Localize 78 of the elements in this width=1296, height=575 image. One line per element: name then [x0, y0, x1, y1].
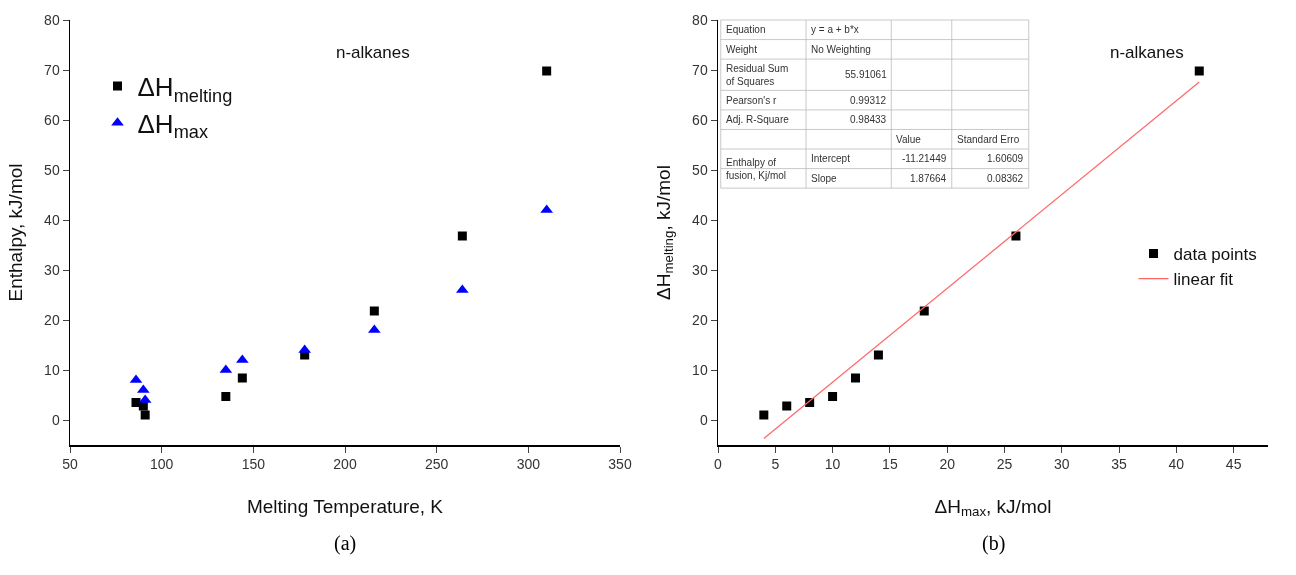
annotation: 1.60609: [987, 153, 1024, 164]
x-tick-label: 100: [149, 456, 174, 473]
x-tick-label: 10: [824, 456, 841, 473]
annotation: 0.99312: [850, 95, 887, 106]
point: [1194, 66, 1204, 76]
y-tick-label: 10: [44, 361, 60, 378]
point: [873, 350, 883, 360]
point: [542, 66, 552, 76]
annotation: n-alkanes: [1110, 43, 1184, 62]
legend-label: linear fit: [1173, 270, 1234, 290]
y-tick-label: 50: [692, 161, 708, 178]
annotation: No Weighting: [811, 44, 871, 55]
y-tick-label: 10: [692, 361, 708, 378]
y-tick-label: 60: [692, 111, 708, 128]
y-tick-label: 20: [44, 311, 60, 328]
x-tick-label: 15: [882, 456, 898, 473]
x-tick-label: 20: [939, 456, 956, 473]
annotation: 1.87664: [910, 173, 947, 184]
y-tick-label: 80: [692, 11, 708, 28]
x-tick-label: 50: [62, 456, 78, 473]
annotation: y = a + b*x: [811, 24, 859, 35]
annotation: Adj. R-Square: [726, 114, 790, 125]
y-tick-label: 40: [692, 211, 708, 228]
y-axis-title: Enthalpy, kJ/mol: [4, 163, 26, 302]
y-tick-label: 0: [51, 411, 60, 428]
text: (a): [334, 532, 357, 555]
annotation: Pearson's r: [726, 95, 777, 106]
y-tick-label: 40: [44, 211, 60, 228]
annotation: -11.21449: [902, 153, 947, 164]
y-tick-label: 30: [692, 261, 708, 278]
legend-label: ΔH$_{melting}$: [137, 72, 233, 106]
point: [782, 401, 792, 411]
annotation: 0.98433: [850, 114, 887, 125]
annotation: Intercept: [811, 153, 851, 164]
y-tick-label: 80: [44, 11, 60, 28]
x-tick-label: 5: [771, 456, 780, 473]
point: [237, 373, 247, 383]
x-tick-label: 300: [516, 456, 541, 473]
y-tick-label: 30: [44, 261, 60, 278]
point: [851, 373, 860, 383]
legend-label: data points: [1173, 245, 1257, 265]
x-tick-label: 40: [1168, 456, 1185, 473]
point: [369, 306, 379, 316]
x-tick-label: 45: [1225, 456, 1242, 473]
annotation: 55.91061: [845, 69, 888, 80]
annotation: n-alkanes: [336, 43, 410, 62]
point: [759, 410, 769, 420]
y-tick-label: 50: [44, 161, 60, 178]
point: [457, 231, 467, 241]
point: [919, 306, 929, 316]
x-tick-label: 25: [996, 456, 1013, 473]
annotation: Residual Sum of Squares: [726, 63, 789, 87]
annotation: Slope: [811, 173, 838, 184]
x-tick-label: 150: [241, 456, 266, 473]
y-tick-label: 70: [44, 61, 60, 78]
x-axis-title: Melting Temperature, K: [246, 495, 444, 517]
x-tick-label: 350: [608, 456, 632, 473]
x-tick-label: 200: [333, 456, 357, 473]
y-tick-label: 60: [44, 111, 60, 128]
annotation: Standard Erro: [957, 134, 1020, 145]
legend-label: ΔH$_{max}$: [137, 108, 209, 143]
point: [221, 392, 231, 401]
x-tick-label: 30: [1053, 456, 1070, 473]
y-tick-label: 70: [692, 61, 708, 78]
annotation: Equation: [726, 24, 766, 35]
y-tick-label: 20: [692, 311, 708, 328]
y-tick-label: 0: [699, 411, 708, 428]
x-tick-label: 250: [424, 456, 449, 473]
annotation: Weight: [726, 44, 758, 55]
annotation: Value: [896, 134, 922, 145]
annotation: 0.08362: [987, 173, 1024, 184]
point: [828, 392, 838, 401]
text: (b): [982, 532, 1006, 555]
x-axis-title: ΔH$_{max}$, kJ/mol: [934, 495, 1052, 520]
point: [140, 410, 150, 420]
x-tick-label: 35: [1111, 456, 1128, 473]
x-tick-label: 0: [714, 456, 723, 473]
annotation: Enthalpy of fusion, Kj/mol: [726, 157, 787, 181]
